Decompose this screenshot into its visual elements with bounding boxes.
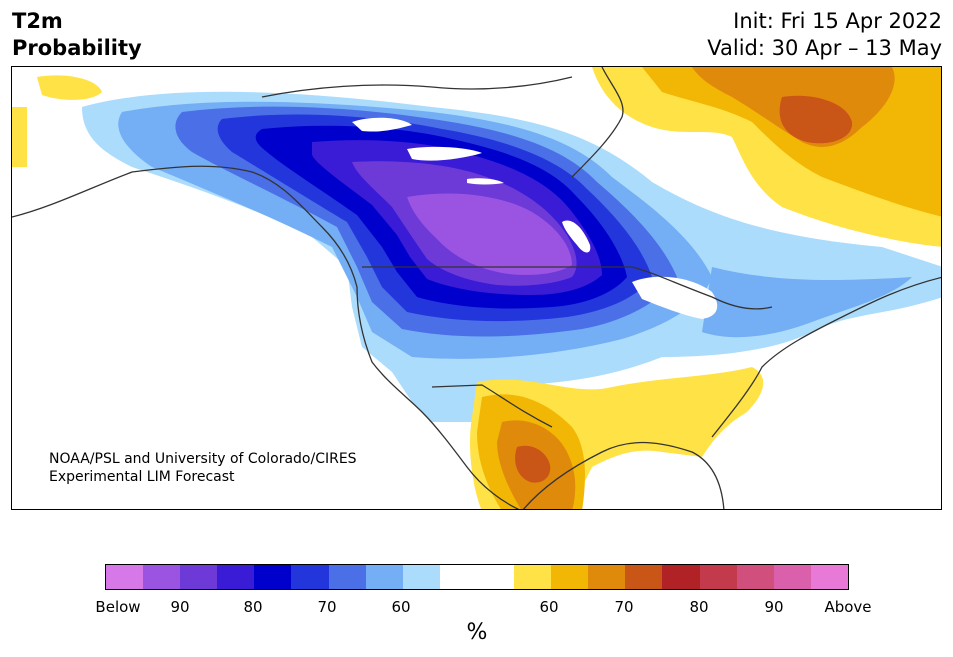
lake-great-bear [352,117,412,132]
colorbar-unit: % [466,620,488,645]
colorbar-segment [810,565,848,589]
init-date: Init: Fri 15 Apr 2022 [733,9,942,33]
lake-winnipeg [562,220,591,253]
forecast-map [11,66,942,510]
colorbar-tick-label: Above [824,598,872,616]
credit-text: NOAA/PSL and University of Colorado/CIRE… [49,450,357,486]
colorbar-segment [291,565,329,589]
border-us-canada [362,266,773,310]
colorbar-tick-label: 80 [243,598,263,616]
colorbar-segment [699,565,737,589]
colorbar-tick-label: 70 [614,598,634,616]
colorbar-segment [736,565,774,589]
lake-great-slave [407,146,482,161]
coastlines-and-borders [12,67,941,509]
colorbar-tick-label: 60 [539,598,559,616]
probability-map-svg [12,67,941,509]
lake-athabasca [467,178,504,185]
below-normal-region [82,91,941,422]
colorbar [105,564,849,590]
coastline-hudson [571,67,624,178]
colorbar-segment [143,565,181,589]
border-us-mexico [431,384,553,428]
colorbar-tick-label: Below [95,598,141,616]
colorbar-segment [662,565,700,589]
colorbar-segment [328,565,366,589]
colorbar-segment [514,565,552,589]
contour-above-60-edge [12,107,27,167]
valid-date: Valid: 30 Apr – 13 May [707,36,942,60]
colorbar-tick-label: 80 [689,598,709,616]
above-normal-region [12,67,941,509]
arctic-coast [261,76,573,98]
colorbar-segment [773,565,811,589]
title-line-probability: Probability [12,36,142,60]
credit-line-1: NOAA/PSL and University of Colorado/CIRE… [49,451,357,467]
colorbar-segment [476,565,515,589]
coastline-gulf [522,441,725,509]
colorbar-segment [365,565,403,589]
colorbar-tick-label: 70 [317,598,337,616]
map-title: T2m Probability [12,8,142,62]
contour-below-97 [407,193,572,275]
colorbar-tick-label: 90 [170,598,190,616]
credit-line-2: Experimental LIM Forecast [49,469,235,485]
colorbar-segment [625,565,663,589]
colorbar-tick-label: 60 [391,598,411,616]
contour-above-60-west [37,75,102,100]
colorbar-segment [217,565,255,589]
title-line-variable: T2m [12,9,63,33]
colorbar-segment [106,565,144,589]
colorbar-tick-label: 90 [764,598,784,616]
lakes [352,117,718,319]
forecast-dates: Init: Fri 15 Apr 2022 Valid: 30 Apr – 13… [707,8,942,62]
coastline-west [12,165,520,509]
contour-below-60-east [702,267,912,338]
colorbar-segment [402,565,440,589]
colorbar-segment [551,565,589,589]
lake-michigan-huron [632,276,718,319]
contour-above-90-south [515,445,551,483]
colorbar-segment [254,565,292,589]
coastline-east [711,276,941,438]
colorbar-segment [588,565,626,589]
colorbar-segment [439,565,477,589]
contour-above-90-north [779,95,853,144]
colorbar-segment [180,565,218,589]
